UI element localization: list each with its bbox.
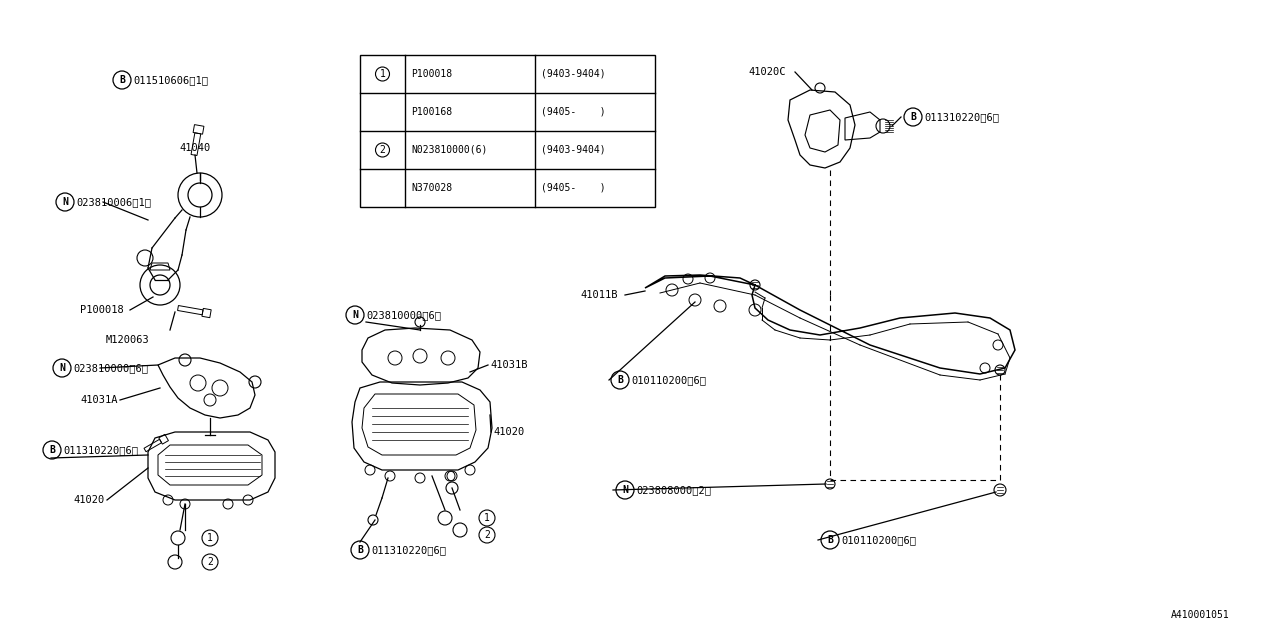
- Text: 41020C: 41020C: [748, 67, 786, 77]
- Text: 023808000（2）: 023808000（2）: [636, 485, 710, 495]
- Text: N370028: N370028: [411, 183, 452, 193]
- Text: N: N: [622, 485, 628, 495]
- Text: P100018: P100018: [79, 305, 124, 315]
- Text: 011510606（1）: 011510606（1）: [133, 75, 207, 85]
- Text: (9405-    ): (9405- ): [541, 107, 605, 117]
- Text: 1: 1: [207, 533, 212, 543]
- Text: (9403-9404): (9403-9404): [541, 69, 605, 79]
- Text: 1: 1: [484, 513, 490, 523]
- Text: M120063: M120063: [106, 335, 150, 345]
- Text: 41031A: 41031A: [81, 395, 118, 405]
- Text: (9405-    ): (9405- ): [541, 183, 605, 193]
- Text: 1: 1: [380, 69, 385, 79]
- Text: B: B: [617, 375, 623, 385]
- Text: P100168: P100168: [411, 107, 452, 117]
- Text: B: B: [49, 445, 55, 455]
- Text: 41011B: 41011B: [580, 290, 617, 300]
- Text: N: N: [61, 197, 68, 207]
- Text: 023810000（6）: 023810000（6）: [73, 363, 148, 373]
- Text: 2: 2: [207, 557, 212, 567]
- Text: B: B: [119, 75, 125, 85]
- Text: A410001051: A410001051: [1171, 610, 1230, 620]
- Text: N: N: [59, 363, 65, 373]
- Text: (9403-9404): (9403-9404): [541, 145, 605, 155]
- Text: N023810000(6): N023810000(6): [411, 145, 488, 155]
- Text: 2: 2: [380, 145, 385, 155]
- Text: 010110200（6）: 010110200（6）: [841, 535, 916, 545]
- Text: N: N: [352, 310, 358, 320]
- Text: 010110200（6）: 010110200（6）: [631, 375, 707, 385]
- Text: 2: 2: [484, 530, 490, 540]
- Text: 011310220（6）: 011310220（6）: [63, 445, 138, 455]
- Text: B: B: [910, 112, 916, 122]
- Text: B: B: [827, 535, 833, 545]
- Text: 41040: 41040: [179, 143, 211, 153]
- Text: 023810000（6）: 023810000（6）: [366, 310, 442, 320]
- Text: 023810006（1）: 023810006（1）: [76, 197, 151, 207]
- Text: B: B: [357, 545, 364, 555]
- Text: 011310220（6）: 011310220（6）: [924, 112, 998, 122]
- Text: 41031B: 41031B: [490, 360, 527, 370]
- Text: P100018: P100018: [411, 69, 452, 79]
- Text: 41020: 41020: [74, 495, 105, 505]
- Text: 41020: 41020: [493, 427, 525, 437]
- Text: 011310220（6）: 011310220（6）: [371, 545, 445, 555]
- Bar: [360, 55, 655, 207]
